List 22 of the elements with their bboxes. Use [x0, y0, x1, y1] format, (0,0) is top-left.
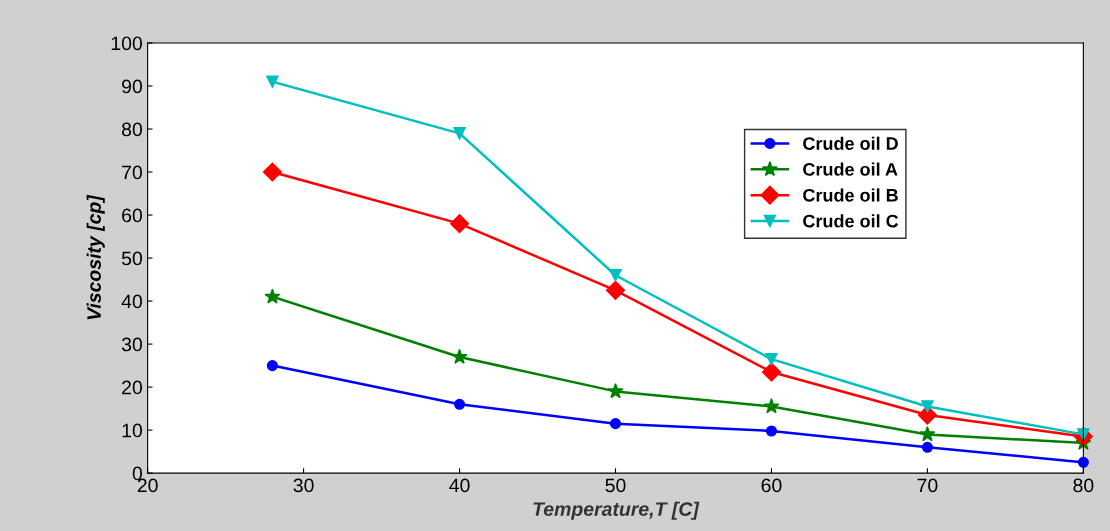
y-tick-label: 10 [122, 423, 143, 438]
y-axis-title: Viscosity [cp] [86, 194, 105, 320]
x-axis-title: Temperature,T [C] [533, 501, 700, 520]
x-tick-label: 40 [449, 478, 470, 493]
x-tick-label: 30 [293, 478, 314, 493]
y-tick-label: 30 [121, 337, 143, 352]
x-tick-label: 70 [917, 478, 938, 493]
y-tick-label: 90 [122, 79, 143, 94]
y-tick-label: 60 [122, 208, 143, 223]
x-tick-label: 50 [605, 478, 626, 493]
x-tick-label: 80 [1073, 478, 1094, 493]
x-tick-label: 60 [761, 478, 782, 493]
legend-label: Crude oil A [803, 162, 898, 176]
legend-label: Crude oil C [803, 214, 899, 228]
y-tick-label: 80 [121, 122, 143, 137]
y-tick-label: 40 [121, 294, 143, 309]
y-tick-label: 100 [111, 36, 143, 51]
y-tick-label: 70 [122, 165, 143, 180]
legend-label: Crude oil D [803, 136, 898, 150]
legend-label: Crude oil B [803, 188, 898, 202]
y-tick-label: 50 [121, 251, 143, 266]
y-tick-label: 20 [122, 380, 143, 395]
